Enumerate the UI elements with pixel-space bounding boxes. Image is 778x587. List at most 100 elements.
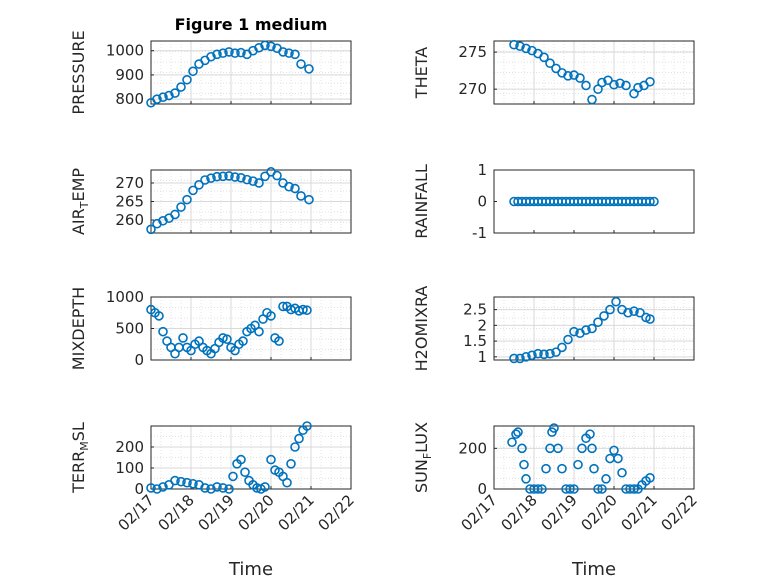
data-point bbox=[266, 454, 276, 465]
y-axis-label: THETA bbox=[412, 47, 431, 99]
data-point bbox=[238, 336, 248, 346]
data-point bbox=[521, 352, 531, 362]
data-point bbox=[158, 482, 168, 492]
y-tick-label: 1000 bbox=[106, 288, 144, 306]
data-point bbox=[645, 473, 655, 483]
data-point bbox=[178, 333, 188, 343]
data-point bbox=[218, 171, 228, 182]
subplot-4: -1 0 1 RAINFALL bbox=[412, 161, 695, 242]
data-point bbox=[613, 453, 623, 464]
data-point bbox=[511, 429, 521, 439]
data-point bbox=[557, 463, 567, 474]
data-point bbox=[278, 47, 288, 57]
data-point bbox=[623, 307, 633, 318]
data-point bbox=[527, 350, 537, 361]
y-tick-label: 270 bbox=[115, 174, 144, 192]
data-point bbox=[593, 317, 603, 328]
data-point bbox=[222, 334, 232, 345]
data-point bbox=[609, 79, 619, 90]
y-tick-label: 1000 bbox=[106, 42, 144, 60]
data-point bbox=[533, 484, 543, 494]
data-point bbox=[569, 326, 579, 337]
data-point bbox=[294, 433, 304, 444]
data-point bbox=[541, 463, 551, 474]
data-point bbox=[266, 311, 276, 321]
data-point bbox=[236, 454, 246, 465]
data-point bbox=[290, 442, 300, 452]
data-point bbox=[200, 175, 210, 185]
data-point bbox=[176, 202, 186, 212]
data-point bbox=[284, 181, 294, 192]
data-point bbox=[176, 82, 186, 92]
data-point bbox=[286, 458, 296, 469]
subplot-5: 0 500 1000 MIXDEPTH bbox=[69, 287, 352, 370]
data-point bbox=[260, 40, 270, 51]
data-point bbox=[304, 194, 314, 205]
y-tick-label: 0 bbox=[477, 193, 487, 211]
y-tick-label: -1 bbox=[472, 224, 487, 242]
axes-box bbox=[150, 40, 352, 105]
data-point bbox=[206, 173, 216, 183]
data-point bbox=[577, 443, 587, 454]
data-point bbox=[551, 63, 561, 74]
data-point bbox=[188, 478, 198, 489]
data-point bbox=[521, 43, 531, 54]
data-point bbox=[282, 477, 292, 488]
data-point bbox=[599, 311, 609, 321]
data-point bbox=[158, 215, 168, 226]
data-point bbox=[545, 348, 555, 359]
data-point bbox=[236, 172, 246, 183]
data-point bbox=[290, 49, 300, 60]
data-point bbox=[158, 92, 168, 103]
y-tick-label: 0 bbox=[134, 351, 144, 369]
y-tick-label: 900 bbox=[115, 66, 144, 84]
data-point bbox=[575, 73, 585, 83]
data-point bbox=[206, 51, 216, 62]
y-axis-label: H2OMIXRA bbox=[412, 286, 431, 372]
data-point bbox=[236, 47, 246, 58]
data-point bbox=[515, 41, 525, 51]
y-tick-label: 0 bbox=[134, 480, 144, 498]
data-point bbox=[611, 296, 621, 307]
y-tick-label: 200 bbox=[458, 439, 487, 457]
data-point bbox=[182, 477, 192, 488]
y-tick-label: 1 bbox=[477, 161, 487, 179]
data-point bbox=[290, 183, 300, 194]
data-point bbox=[633, 82, 643, 93]
data-point bbox=[254, 326, 264, 337]
data-point bbox=[601, 474, 611, 484]
data-point bbox=[152, 94, 162, 104]
data-point bbox=[188, 185, 198, 196]
data-point bbox=[206, 484, 216, 494]
data-point bbox=[615, 78, 625, 89]
axes-box bbox=[493, 40, 695, 105]
data-point bbox=[272, 170, 282, 181]
data-point bbox=[593, 84, 603, 94]
data-point bbox=[593, 484, 603, 494]
data-point bbox=[230, 172, 240, 182]
data-point bbox=[585, 429, 595, 439]
y-tick-label: 275 bbox=[458, 43, 487, 61]
data-point bbox=[581, 325, 591, 335]
data-point bbox=[278, 301, 288, 312]
figure-title: Figure 1 medium bbox=[175, 15, 328, 34]
y-tick-label: 265 bbox=[115, 193, 144, 211]
data-point bbox=[621, 80, 631, 91]
data-point bbox=[587, 323, 597, 334]
data-point bbox=[176, 476, 186, 487]
y-tick-label: 0 bbox=[477, 480, 487, 498]
data-point bbox=[539, 52, 549, 63]
y-tick-label: 260 bbox=[115, 211, 144, 229]
y-tick-label: 500 bbox=[115, 320, 144, 338]
y-axis-label: AIRTEMP bbox=[69, 168, 91, 235]
data-point bbox=[182, 74, 192, 85]
data-point bbox=[629, 306, 639, 316]
data-point bbox=[200, 483, 210, 493]
y-axis-label: MIXDEPTH bbox=[69, 287, 88, 370]
data-point bbox=[224, 171, 234, 181]
data-point bbox=[551, 347, 561, 357]
y-axis-label: TERRMSL bbox=[69, 422, 91, 494]
y-axis-label: SUNFLUX bbox=[412, 422, 434, 493]
data-point bbox=[284, 48, 294, 58]
